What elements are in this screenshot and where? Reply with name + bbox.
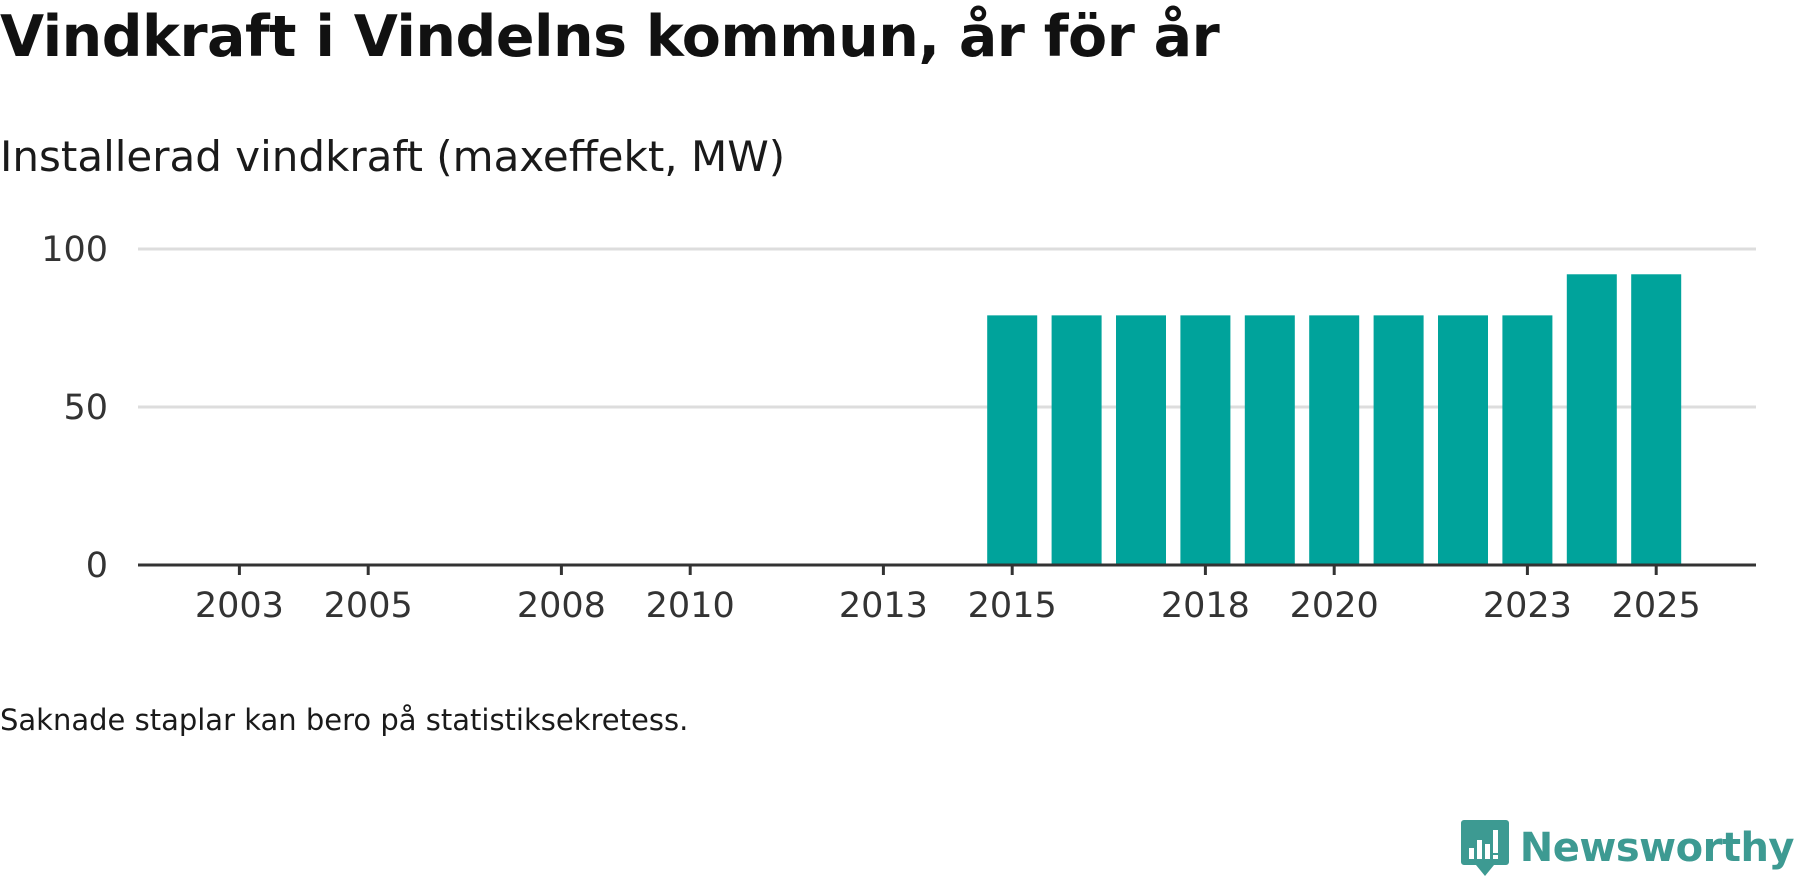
x-tick-label-2018: 2018 bbox=[1161, 586, 1250, 626]
bar-2016 bbox=[1051, 315, 1102, 565]
chart-title: Vindkraft i Vindelns kommun, år för år bbox=[0, 4, 1220, 70]
y-tick-label-0: 0 bbox=[86, 546, 108, 586]
x-tick-label-2013: 2013 bbox=[839, 586, 928, 626]
bars bbox=[987, 274, 1682, 565]
bar-2022 bbox=[1438, 315, 1488, 565]
x-tick-label-2003: 2003 bbox=[195, 586, 284, 626]
bar-2025 bbox=[1631, 274, 1682, 565]
y-tick-label-100: 100 bbox=[41, 230, 108, 270]
bar-chart: 0 50 100 2003 2005 2008 2010 2013 2015 2018 2020 20… bbox=[41, 230, 1756, 626]
axes: 0 50 100 2003 2005 2008 2010 2013 2015 2018 2020 20… bbox=[41, 230, 1756, 626]
x-tick-label-2010: 2010 bbox=[646, 586, 735, 626]
bar-2023 bbox=[1502, 315, 1553, 565]
x-tick-label-2023: 2023 bbox=[1483, 586, 1572, 626]
y-tick-label-50: 50 bbox=[63, 388, 108, 428]
x-tick-label-2008: 2008 bbox=[517, 586, 606, 626]
bar-2017 bbox=[1116, 315, 1166, 565]
brand-logo: Newsworthy bbox=[1460, 818, 1795, 878]
footnote: Saknade staplar kan bero på statistiksek… bbox=[0, 703, 689, 737]
bar-2021 bbox=[1373, 315, 1424, 565]
brand-name: Newsworthy bbox=[1519, 825, 1795, 871]
x-tick-label-2015: 2015 bbox=[968, 586, 1057, 626]
bar-2015 bbox=[987, 315, 1038, 565]
bar-2018 bbox=[1180, 315, 1231, 565]
bar-2020 bbox=[1309, 315, 1360, 565]
x-tick-label-2005: 2005 bbox=[324, 586, 413, 626]
x-tick-label-2025: 2025 bbox=[1612, 586, 1701, 626]
newsworthy-logo-icon bbox=[1460, 820, 1509, 876]
bar-2019 bbox=[1244, 315, 1295, 565]
chart-subtitle: Installerad vindkraft (maxeffekt, MW) bbox=[0, 132, 786, 181]
bar-2024 bbox=[1566, 274, 1617, 565]
x-tick-label-2020: 2020 bbox=[1290, 586, 1379, 626]
